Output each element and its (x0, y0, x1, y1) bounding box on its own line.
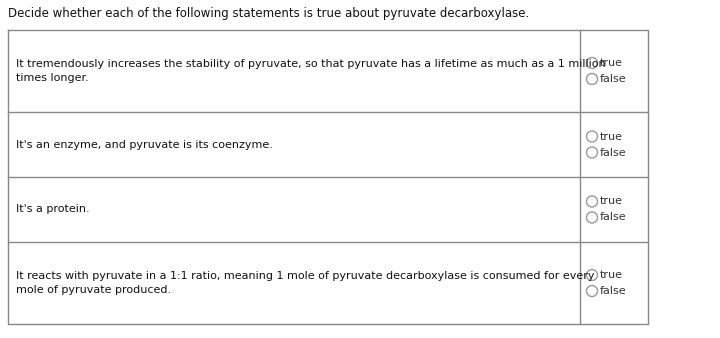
Text: It reacts with pyruvate in a 1:1 ratio, meaning 1 mole of pyruvate decarboxylase: It reacts with pyruvate in a 1:1 ratio, … (16, 271, 595, 281)
Text: It's a protein.: It's a protein. (16, 204, 89, 215)
Text: false: false (600, 74, 626, 84)
Text: true: true (600, 131, 623, 142)
Text: false: false (600, 147, 626, 158)
Text: true: true (600, 270, 623, 280)
Text: true: true (600, 196, 623, 207)
Text: Decide whether each of the following statements is true about pyruvate decarboxy: Decide whether each of the following sta… (8, 7, 529, 21)
Text: true: true (600, 58, 623, 68)
Text: It tremendously increases the stability of pyruvate, so that pyruvate has a life: It tremendously increases the stability … (16, 59, 606, 69)
Text: times longer.: times longer. (16, 73, 89, 83)
Text: false: false (600, 213, 626, 222)
Text: false: false (600, 286, 626, 296)
Text: mole of pyruvate produced.: mole of pyruvate produced. (16, 285, 171, 295)
Text: It's an enzyme, and pyruvate is its coenzyme.: It's an enzyme, and pyruvate is its coen… (16, 140, 273, 149)
